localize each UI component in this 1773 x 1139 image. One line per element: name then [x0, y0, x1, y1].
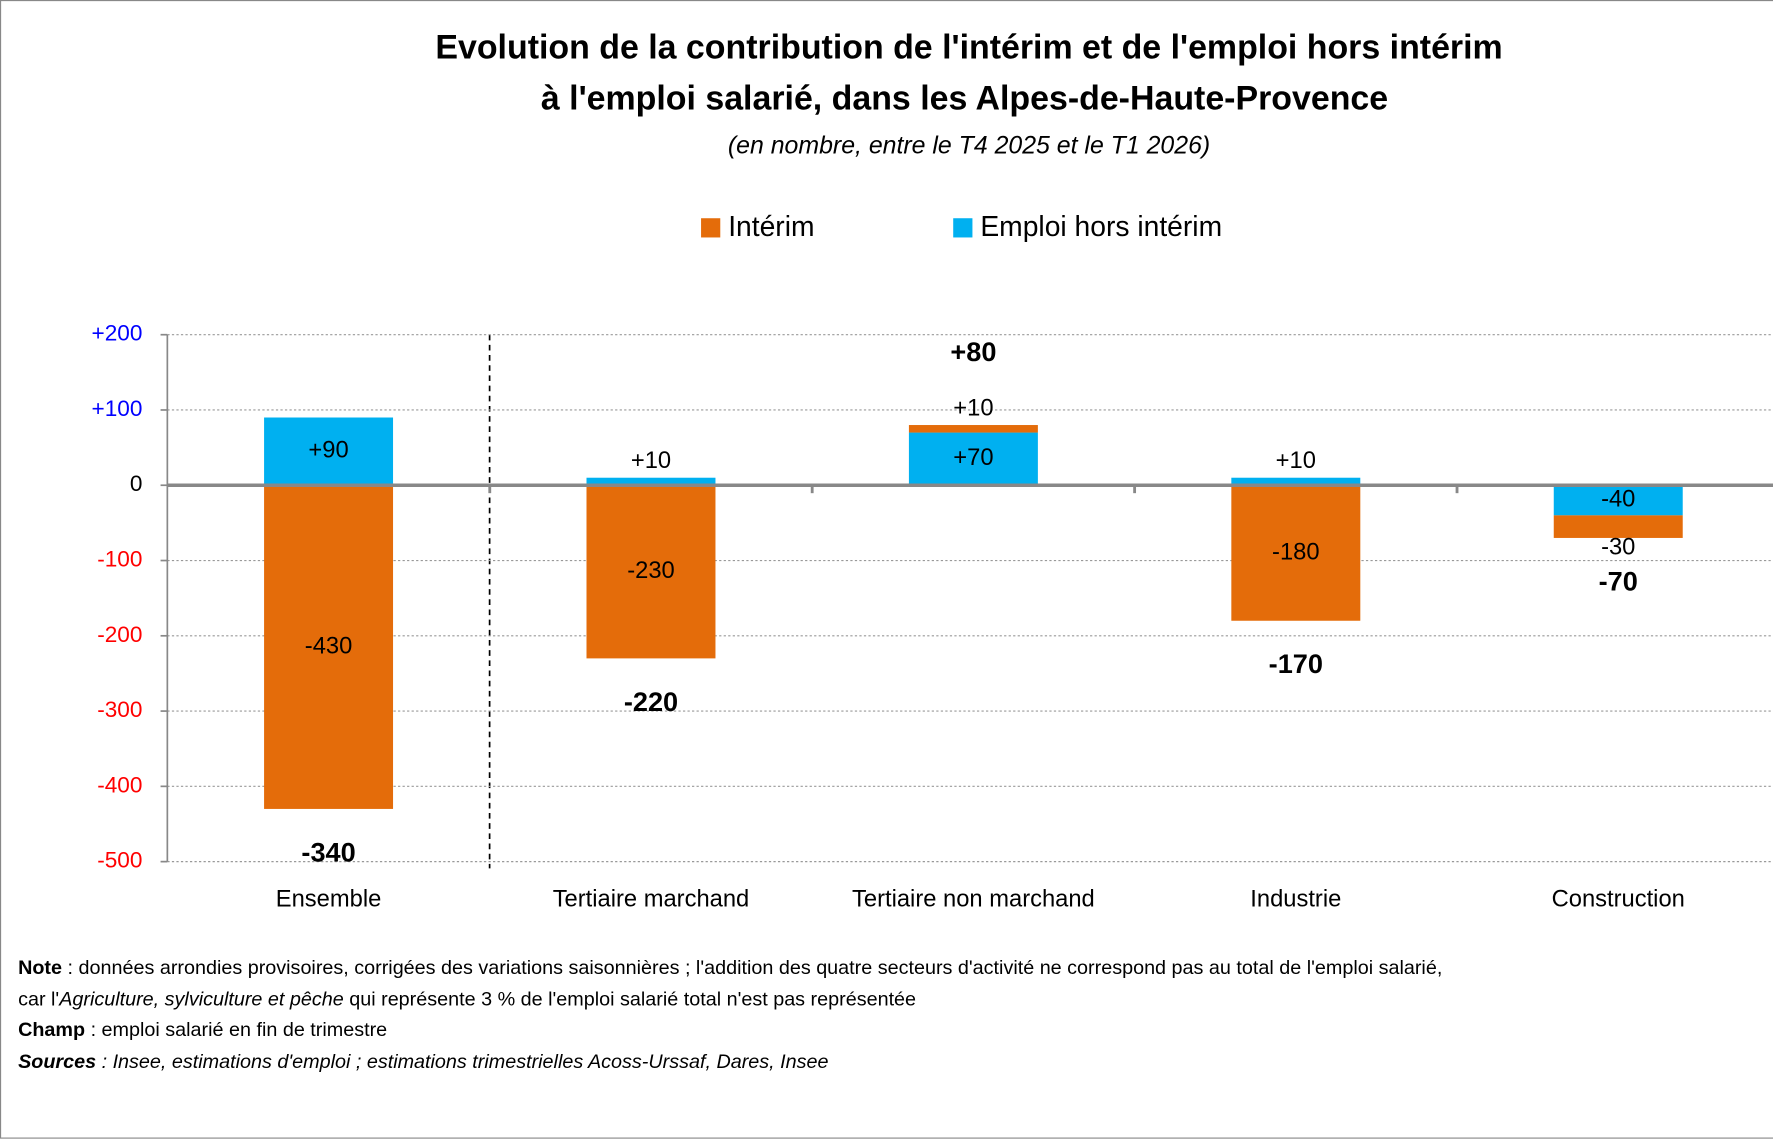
note-text: qui représente 3 % de l'emploi salarié t…	[344, 989, 916, 1011]
chart-title: à l'emploi salarié, dans les Alpes-de-Ha…	[541, 80, 1388, 118]
data-label: -180	[1272, 539, 1320, 565]
data-label: -40	[1601, 487, 1635, 513]
x-tick-label: Tertiaire marchand	[553, 886, 750, 912]
legend-label: Intérim	[728, 210, 814, 242]
data-label: +10	[1276, 448, 1316, 474]
data-label: -230	[627, 558, 675, 584]
bar-segment	[586, 485, 716, 659]
y-tick-label: +100	[92, 396, 143, 421]
sources: Sources : Insee, estimations d'emploi ; …	[18, 1051, 828, 1073]
chart-title: Evolution de la contribution de l'intéri…	[435, 29, 1502, 67]
data-label: -30	[1601, 534, 1635, 560]
bar-segment	[264, 417, 394, 486]
total-label: -340	[301, 836, 355, 867]
total-label: -70	[1599, 565, 1638, 596]
y-tick-label: -400	[97, 772, 142, 797]
y-tick-label: +200	[92, 321, 143, 346]
x-tick-label: Industrie	[1250, 886, 1341, 912]
data-label: -430	[305, 633, 353, 659]
sources-text: : Insee, estimations d'emploi ; estimati…	[96, 1051, 828, 1073]
legend-label: Emploi hors intérim	[980, 210, 1222, 242]
bar-segment	[264, 485, 394, 809]
y-tick-label: -300	[97, 697, 142, 722]
total-label: -170	[1269, 648, 1323, 679]
champ: Champ : emploi salarié en fin de trimest…	[18, 1019, 387, 1041]
note-label: Note	[18, 957, 62, 979]
sources-label: Sources	[18, 1051, 96, 1073]
bar-segment	[1553, 485, 1683, 516]
bar-segment	[908, 432, 1038, 486]
y-tick-label: -200	[97, 622, 142, 647]
y-tick-label: -500	[97, 848, 142, 873]
chart-subtitle: (en nombre, entre le T4 2025 et le T1 20…	[728, 132, 1210, 160]
data-label: +70	[953, 445, 993, 471]
total-label: +80	[950, 336, 996, 367]
note-text: car l'	[18, 989, 59, 1011]
note-text: : données arrondies provisoires, corrigé…	[62, 957, 1442, 979]
bar-segment	[1553, 515, 1683, 538]
legend-swatch	[953, 218, 973, 238]
note: Note : données arrondies provisoires, co…	[18, 957, 1442, 979]
note: car l'Agriculture, sylviculture et pêche…	[18, 989, 916, 1011]
y-tick-label: -100	[97, 546, 142, 571]
champ-text: : emploi salarié en fin de trimestre	[85, 1019, 387, 1041]
x-tick-label: Tertiaire non marchand	[852, 886, 1095, 912]
notes: Note : données arrondies provisoires, co…	[18, 957, 1442, 1073]
bar-segment	[1231, 477, 1361, 486]
data-label: +10	[953, 395, 993, 421]
x-tick-label: Ensemble	[276, 886, 382, 912]
bar-segment	[1231, 485, 1361, 621]
note-italic: Agriculture, sylviculture et pêche	[58, 989, 344, 1011]
bar-segment	[586, 477, 716, 486]
data-label: +10	[631, 448, 671, 474]
y-tick-label: 0	[130, 471, 143, 496]
x-tick-label: Construction	[1552, 886, 1685, 912]
bar-segment	[908, 425, 1038, 433]
legend-swatch	[701, 218, 721, 238]
champ-label: Champ	[18, 1019, 85, 1041]
data-label: +90	[308, 438, 348, 464]
total-label: -220	[624, 686, 678, 717]
